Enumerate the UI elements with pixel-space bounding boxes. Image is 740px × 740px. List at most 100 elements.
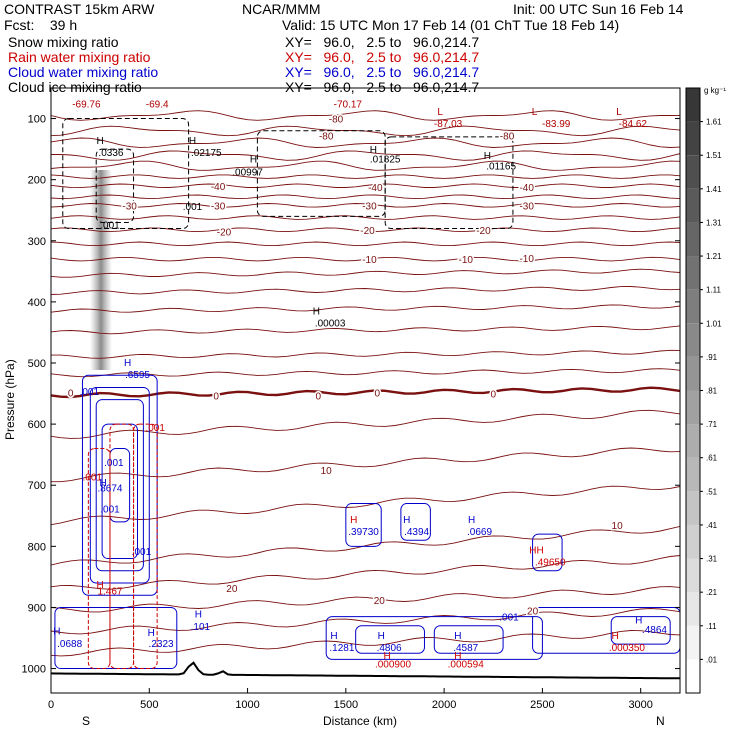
colorbar-label: .81 <box>706 387 718 396</box>
extremum-label: .001 <box>183 202 203 213</box>
isotherm-label: -80 <box>500 132 515 143</box>
colorbar-segment <box>686 457 700 492</box>
colorbar-label: 1.61 <box>706 118 722 127</box>
extremum-label: .00997 <box>232 168 263 179</box>
colorbar-segment <box>686 558 700 593</box>
extremum-label: H <box>189 136 196 147</box>
cloud-water-contour <box>95 399 144 572</box>
colorbar-label: .61 <box>706 454 718 463</box>
cloud-water-contour <box>54 606 178 670</box>
colorbar-segment <box>686 491 700 525</box>
isotherm-label: 10 <box>612 521 624 532</box>
extremum-label: .101 <box>191 622 211 633</box>
isotherm <box>51 137 680 148</box>
isotherm-label: 0 <box>375 388 381 399</box>
isotherm <box>51 630 680 657</box>
isotherm-label: -40 <box>368 183 383 194</box>
freezing-level <box>51 386 680 399</box>
colorbar-segment <box>686 188 700 223</box>
y-tick-label: 200 <box>28 175 46 187</box>
colorbar-segment <box>686 659 700 693</box>
y-axis-label: Pressure (hPa) <box>3 359 17 440</box>
model-title: CONTRAST 15km ARW <box>4 1 155 17</box>
extremum-label: -69.76 <box>72 99 101 110</box>
extremum-label: .001 <box>100 220 120 231</box>
colorbar-label: .41 <box>706 521 718 530</box>
extremum-label: H <box>454 631 461 642</box>
colorbar-label: .11 <box>706 622 717 631</box>
extremum-label: -83.99 <box>542 119 571 130</box>
isotherm <box>51 215 680 220</box>
extremum-label: L <box>437 107 443 118</box>
colorbar-label: .31 <box>706 555 718 564</box>
colorbar-segment <box>686 222 700 257</box>
plot-frame <box>50 87 681 694</box>
isotherm-label: -30 <box>519 201 534 212</box>
terrain-line <box>51 661 680 680</box>
extremum-label: .001 <box>80 387 100 398</box>
colorbar-label: .51 <box>706 487 718 496</box>
valid-time: Valid: 15 UTC Mon 17 Feb 14 (01 ChT Tue … <box>282 17 620 33</box>
y-tick-label: 400 <box>28 297 46 309</box>
extremum-label: L <box>616 107 622 118</box>
isotherm-label: 20 <box>527 607 539 618</box>
x-tick-label: 1500 <box>334 699 358 711</box>
extremum-label: .4806 <box>377 643 402 654</box>
colorbar-segment <box>686 256 700 290</box>
extremum-label: H <box>148 628 155 639</box>
extremum-label: .00003 <box>315 319 346 330</box>
field-snow-xy: XY= 96.0, 2.5 to 96.0,214.7 <box>285 34 480 50</box>
isotherm <box>51 203 680 208</box>
y-tick-label: 600 <box>28 419 46 431</box>
colorbar-label: .91 <box>706 353 718 362</box>
colorbar-label: 1.21 <box>706 252 722 261</box>
extremum-label: H <box>468 515 475 526</box>
isotherm-label: -10 <box>459 255 474 266</box>
extremum-label: .4394 <box>404 527 429 538</box>
isotherm-label: 20 <box>374 596 386 607</box>
colorbar-label: 1.11 <box>706 286 722 295</box>
extremum-label: H <box>195 610 202 621</box>
isotherm-label: -80 <box>319 132 334 143</box>
colorbar-segment <box>686 155 700 189</box>
field-cloudwater-xy: XY= 96.0, 2.5 to 96.0,214.7 <box>285 64 480 80</box>
extremum-label: .1281 <box>329 643 354 654</box>
isotherm-label: -20 <box>476 226 491 237</box>
colorbar-segment <box>686 323 700 357</box>
field-rain-label: Rain water mixing ratio <box>8 49 151 65</box>
x-tick-label: 3000 <box>628 699 652 711</box>
extremum-label: 1.467 <box>97 586 122 597</box>
isotherm <box>51 447 680 483</box>
extremum-label: .49650 <box>535 558 566 569</box>
isotherm <box>51 555 680 590</box>
isotherm-label: -40 <box>211 182 226 193</box>
init-time: Init: 00 UTC Sun 16 Feb 14 <box>513 1 684 17</box>
isotherm-label: -30 <box>122 201 137 212</box>
extremum-label: H <box>250 154 257 165</box>
isotherm <box>51 349 680 359</box>
x-axis: 0 500 1000 1500 2000 2500 3000 <box>48 688 653 711</box>
colorbar-label: 1.51 <box>706 151 722 160</box>
isotherm-label: -30 <box>362 201 377 212</box>
extremum-label: -84.62 <box>619 119 648 130</box>
extremum-label: .001 <box>100 504 120 515</box>
isotherm-label: 0 <box>213 391 219 402</box>
colorbar-segment <box>686 289 700 324</box>
isotherm-label: -80 <box>329 115 344 126</box>
rain-contour <box>109 423 135 670</box>
extremum-label: H <box>97 136 104 147</box>
extremum-label: .6595 <box>125 370 150 381</box>
extremum-label: .000594 <box>448 660 485 671</box>
y-tick-label: 700 <box>28 480 46 492</box>
isotherm-label: -40 <box>519 183 534 194</box>
extremum-label: H <box>330 631 337 642</box>
x-tick-label: 2000 <box>432 699 456 711</box>
isotherm <box>51 586 680 613</box>
colorbar-segment <box>686 121 700 156</box>
extremum-label: .01165 <box>486 162 516 173</box>
extremum-label: .0669 <box>467 527 492 538</box>
isotherm <box>51 409 680 439</box>
isotherm-label: 20 <box>226 584 238 595</box>
